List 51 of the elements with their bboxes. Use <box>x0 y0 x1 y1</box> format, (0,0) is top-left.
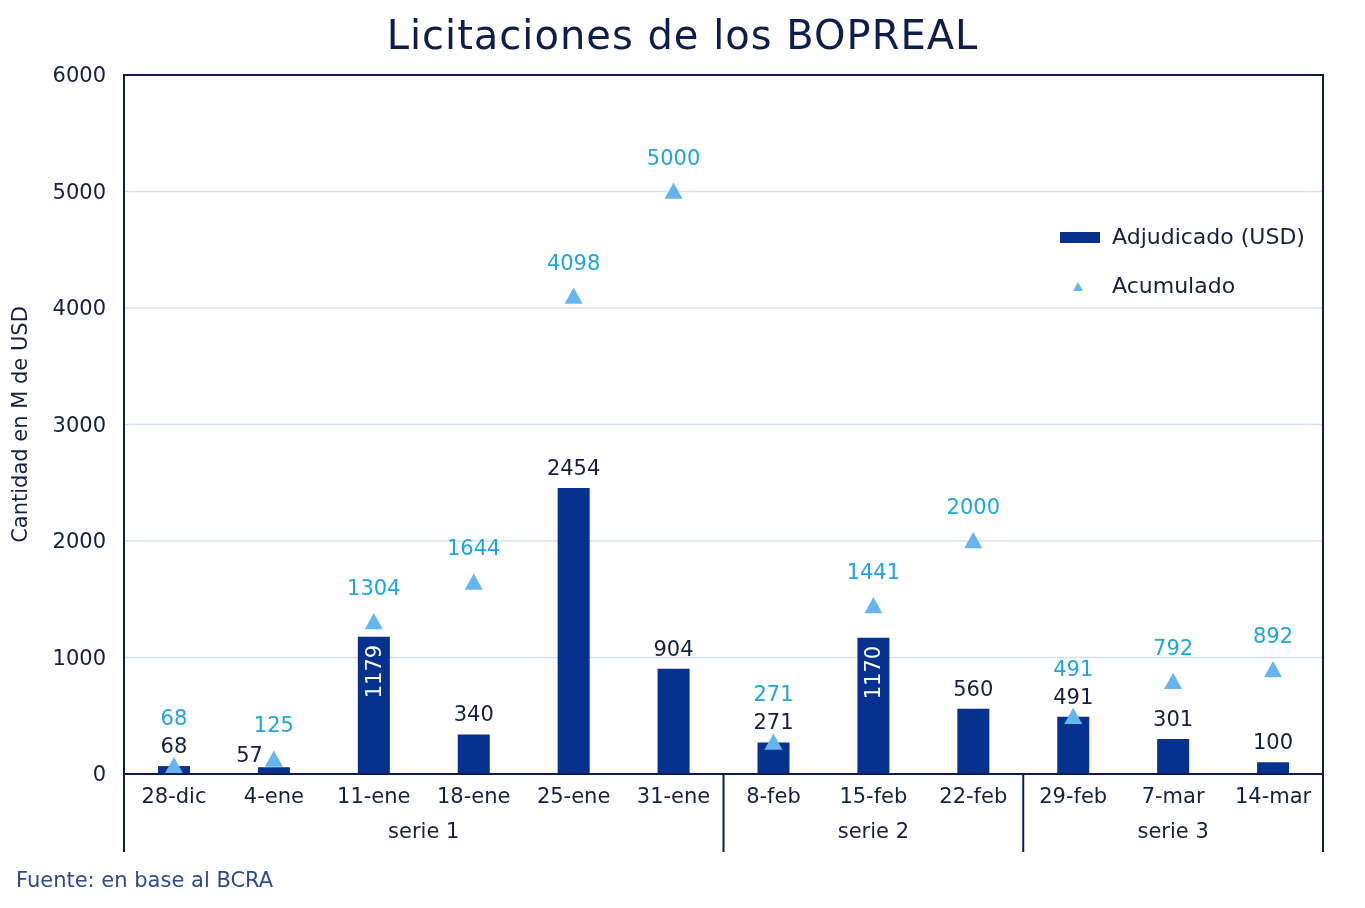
data-label: 68 <box>160 734 188 759</box>
x-tick-label: 28-dic <box>141 783 207 808</box>
x-tick-label: 29-feb <box>1039 783 1108 808</box>
x-tick-label: 18-ene <box>436 783 511 808</box>
data-label: 340 <box>453 702 494 727</box>
data-label: 271 <box>753 682 794 707</box>
x-tick-label: 22-feb <box>939 783 1008 808</box>
x-tick-label: 15-feb <box>839 783 908 808</box>
y-tick-label: 3000 <box>52 412 106 437</box>
text: serie 3 <box>1137 819 1209 843</box>
y-axis-title: Cantidad en M de USD <box>8 306 33 543</box>
y-tick-label: 5000 <box>52 179 106 204</box>
data-label: 100 <box>1252 730 1294 755</box>
legend-label: Adjudicado (USD) <box>1112 224 1305 249</box>
data-label: 2454 <box>546 456 601 481</box>
x-tick-label: 8-feb <box>746 783 801 808</box>
x-tick-label: 4-ene <box>243 783 304 808</box>
data-label: 1304 <box>347 576 401 601</box>
source-note: Fuente: en base al BCRA <box>16 868 274 892</box>
data-label: 1170 <box>861 645 886 700</box>
y-tick-label: 0 <box>92 762 106 787</box>
x-tick-label: 14-mar <box>1234 783 1312 808</box>
x-tick-label: 31-ene <box>636 783 711 808</box>
y-tick-label: 2000 <box>52 529 106 554</box>
legend-label: Acumulado <box>1112 273 1236 298</box>
data-label: 1644 <box>446 536 501 561</box>
x-tick-label: 7-mar <box>1141 783 1205 808</box>
data-label: 491 <box>1053 656 1094 681</box>
data-label: 2000 <box>946 495 1001 519</box>
data-label: 792 <box>1153 635 1194 660</box>
data-label: 892 <box>1252 624 1294 649</box>
data-label: 5000 <box>646 145 701 170</box>
data-label: 1179 <box>361 644 386 699</box>
chart-title: Licitaciones de los BOPREAL <box>385 12 980 58</box>
data-label: 904 <box>653 636 694 661</box>
x-tick-label: 25-ene <box>536 783 611 808</box>
y-tick-label: 6000 <box>52 63 106 88</box>
text: serie 1 <box>388 819 460 843</box>
data-label: 1441 <box>846 560 901 585</box>
data-label: 57 <box>236 743 263 768</box>
data-label: 125 <box>253 713 294 738</box>
data-label: 68 <box>160 706 188 731</box>
data-label: 301 <box>1153 706 1194 731</box>
x-tick-label: 11-ene <box>337 783 411 808</box>
data-label: 491 <box>1053 684 1094 709</box>
data-label: 560 <box>953 676 994 701</box>
text: serie 2 <box>837 819 910 843</box>
y-tick-label: 4000 <box>52 296 106 321</box>
data-label: 271 <box>753 710 794 735</box>
y-tick-label: 1000 <box>52 645 106 670</box>
data-label: 4098 <box>546 250 601 275</box>
